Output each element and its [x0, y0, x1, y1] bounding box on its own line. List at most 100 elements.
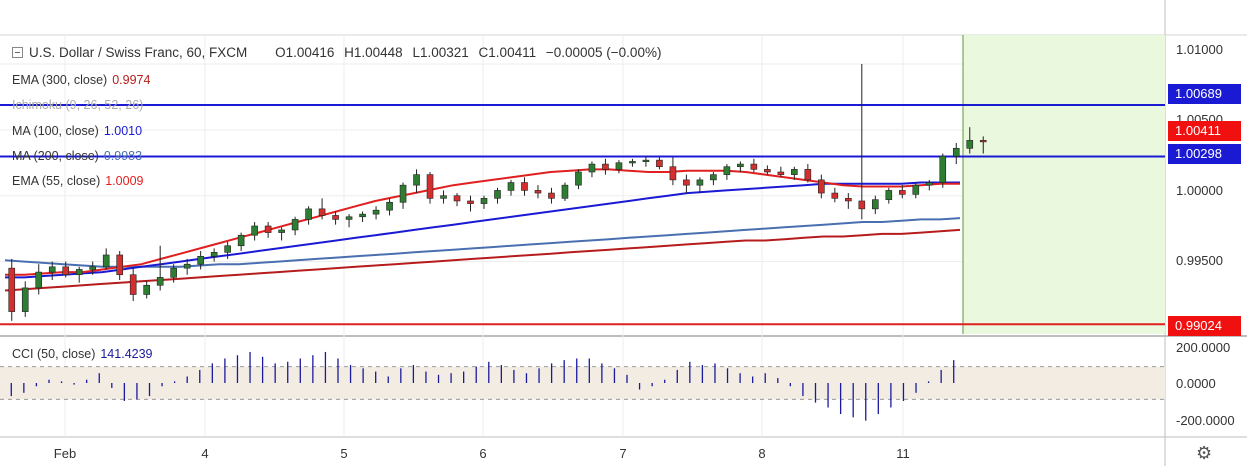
- candle-body: [791, 169, 798, 175]
- candle-body: [696, 179, 704, 186]
- price-tag-last: 1.00411: [1168, 121, 1241, 141]
- candle-body: [858, 200, 866, 210]
- legend-ema55[interactable]: EMA (55, close) 1.0009: [12, 174, 144, 188]
- legend-ichimoku[interactable]: Ichimoku (9, 26, 52, 26): [12, 98, 144, 112]
- candle-body: [764, 169, 771, 173]
- legend-ma200-value: 0.9983: [103, 149, 143, 163]
- candle-body: [548, 192, 555, 199]
- candle-body: [156, 277, 164, 286]
- candle-body: [467, 200, 474, 204]
- candle-body: [35, 271, 43, 289]
- time-tick: 5: [340, 446, 348, 461]
- price-tag-resistance: 1.00689: [1168, 84, 1241, 104]
- candle-body: [898, 190, 906, 195]
- candle-body: [21, 287, 29, 312]
- candle-body: [399, 184, 407, 203]
- candle-body: [723, 166, 731, 175]
- ma-line: [5, 168, 960, 276]
- ma-line: [4, 228, 961, 292]
- cci-tick: 0.0000: [1176, 376, 1216, 391]
- candle-body: [925, 182, 933, 186]
- candle-body: [521, 182, 528, 191]
- candle-body: [588, 163, 596, 173]
- candle-body: [831, 192, 839, 199]
- cci-tick: 200.0000: [1176, 340, 1231, 355]
- candle-body: [372, 209, 380, 215]
- candle-body: [48, 266, 56, 273]
- candle-body: [237, 234, 245, 247]
- candle-body: [750, 163, 758, 170]
- candle-body: [669, 166, 677, 181]
- candle-body: [642, 159, 650, 162]
- candle-body: [278, 229, 285, 233]
- candle-body: [264, 225, 272, 233]
- candle-body: [966, 140, 974, 149]
- candle-body: [440, 195, 447, 199]
- candle-body: [710, 174, 717, 181]
- candle-body: [534, 190, 542, 194]
- candle-body: [305, 208, 312, 220]
- candle-body: [453, 195, 461, 202]
- candle-body: [413, 174, 420, 186]
- time-tick: 11: [896, 446, 910, 461]
- ohlc-low: L1.00321: [412, 45, 469, 60]
- candle-body: [62, 266, 70, 276]
- candle-body: [845, 198, 852, 202]
- candle-body: [359, 213, 366, 218]
- legend-cci-value: 141.4239: [100, 347, 153, 361]
- time-tick: 6: [479, 446, 487, 461]
- ma-line: [4, 217, 961, 268]
- candle-body: [872, 199, 879, 210]
- candle-body: [952, 147, 960, 157]
- legend-cci[interactable]: CCI (50, close) 141.4239: [12, 347, 153, 361]
- candle-body: [885, 190, 893, 200]
- cci-tick: -200.0000: [1176, 413, 1235, 428]
- candle-body: [102, 254, 110, 268]
- ma-line: [5, 181, 960, 279]
- candle-body: [979, 140, 987, 143]
- candle-body: [494, 190, 501, 199]
- candle-body: [332, 215, 339, 220]
- candle-body: [656, 159, 663, 168]
- legend-ma200[interactable]: MA (200, close) 0.9983: [12, 149, 143, 163]
- candle-body: [777, 171, 785, 175]
- candle-body: [318, 208, 326, 216]
- candle-body: [75, 269, 83, 276]
- candle-body: [210, 252, 218, 257]
- ohlc-high: H1.00448: [344, 45, 403, 60]
- gear-icon[interactable]: ⚙: [1196, 443, 1213, 463]
- candle-body: [629, 161, 636, 164]
- candle-body: [561, 184, 569, 199]
- candle-body: [129, 274, 137, 295]
- price-tick: 0.99500: [1176, 253, 1223, 268]
- candle-body: [480, 198, 488, 204]
- candle-body: [183, 263, 191, 269]
- candle-body: [224, 245, 231, 253]
- candle-body: [939, 155, 947, 183]
- collapse-icon[interactable]: [12, 47, 23, 58]
- price-tick: 1.00000: [1176, 183, 1223, 198]
- legend-ema300[interactable]: EMA (300, close) 0.9974: [12, 73, 151, 87]
- legend-ma100-value: 1.0010: [103, 124, 143, 138]
- time-tick: 4: [201, 446, 209, 461]
- legend-ema300-value: 0.9974: [112, 73, 151, 87]
- candle-body: [116, 254, 123, 276]
- projection-zone: [963, 35, 1165, 334]
- candle-body: [912, 184, 920, 195]
- candle-body: [683, 179, 690, 186]
- candle-body: [602, 163, 609, 170]
- symbol-title: U.S. Dollar / Swiss Franc, 60, FXCM: [29, 45, 248, 60]
- candle-body: [426, 174, 434, 199]
- ohlc-open: O1.00416: [275, 45, 335, 60]
- legend-ma100[interactable]: MA (100, close) 1.0010: [12, 124, 143, 138]
- candle-body: [737, 163, 744, 168]
- ohlc-close: C1.00411: [478, 45, 537, 60]
- ohlc-change: −0.00005 (−0.00%): [545, 45, 662, 60]
- candle-body: [251, 225, 258, 236]
- candle-body: [170, 267, 177, 278]
- candle-body: [615, 162, 623, 170]
- candle-body: [291, 219, 299, 231]
- candle-body: [575, 171, 582, 186]
- candle-body: [386, 201, 393, 211]
